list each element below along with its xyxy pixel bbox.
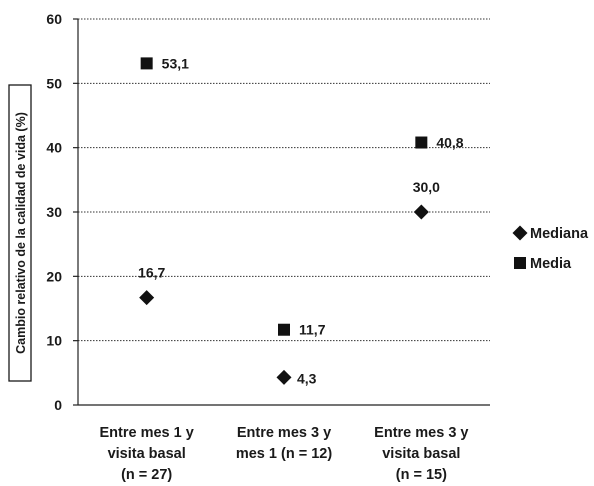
x-category-labels: Entre mes 1 y visita basal (n = 27)Entre m… [100, 425, 469, 483]
y-tick-label: 40 [46, 140, 62, 156]
y-tick-labels: 0 10 20 30 40 50 60 [46, 11, 62, 413]
legend: Mediana Media [512, 225, 589, 272]
x-category-label-line: Entre mes 3 y [237, 425, 331, 441]
mediana-point [139, 290, 155, 306]
x-category-label-line: (n = 15) [396, 467, 447, 483]
data-label: 4,3 [297, 370, 317, 386]
x-category-label-line: (n = 27) [121, 467, 172, 483]
y-tick-label: 60 [46, 11, 62, 27]
y-tick-label: 50 [46, 75, 62, 91]
media-point [140, 57, 153, 70]
data-label: 30,0 [413, 179, 440, 195]
media-point [415, 136, 428, 149]
mediana-point [413, 204, 429, 220]
data-label: 40,8 [436, 135, 463, 151]
legend-square-icon [514, 257, 526, 269]
x-category-label-line: Entre mes 3 y [374, 425, 468, 441]
y-tick-label: 30 [46, 204, 62, 220]
x-category-label: Entre mes 3 y visita basal (n = 15) [374, 425, 468, 483]
y-axis-label: Cambio relativo de la calidad de vida (%… [14, 112, 28, 354]
legend-label: Media [530, 256, 572, 272]
x-category-label-line: Entre mes 1 y [100, 425, 194, 441]
mediana-point [276, 369, 292, 385]
legend-diamond-icon [512, 225, 528, 241]
data-label: 16,7 [138, 265, 165, 281]
x-category-label: Entre mes 1 y visita basal (n = 27) [100, 425, 194, 483]
data-labels: 16,7 4,3 30,0 53,1 11,7 40,8 [138, 55, 464, 386]
y-tick-label: 10 [46, 333, 62, 349]
x-category-label-line: mes 1 (n = 12) [236, 446, 332, 462]
y-tick-label: 20 [46, 268, 62, 284]
x-category-label-line: visita basal [382, 446, 460, 462]
data-label: 53,1 [162, 55, 189, 71]
y-tick-label: 0 [54, 397, 62, 413]
x-category-label: Entre mes 3 y mes 1 (n = 12) [236, 425, 332, 462]
axes [73, 18, 490, 406]
y-axis-label-frame [8, 84, 32, 382]
x-category-label-line: visita basal [108, 446, 186, 462]
media-point [278, 323, 290, 336]
y-axis-label-box: Cambio relativo de la calidad de vida (%… [8, 84, 32, 382]
legend-label: Mediana [530, 226, 589, 242]
data-label: 11,7 [299, 322, 326, 338]
data-marks [139, 57, 429, 385]
